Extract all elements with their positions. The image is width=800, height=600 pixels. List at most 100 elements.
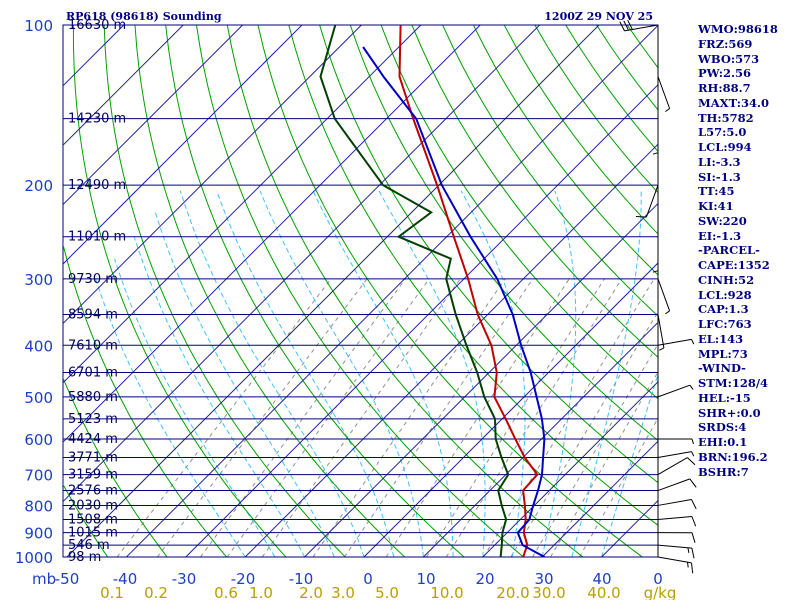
mixing-ratio-line [226, 278, 430, 557]
height-label: 6701 m [68, 366, 118, 381]
wind-barb-half-flag [689, 384, 694, 390]
wind-barb-flag [635, 216, 647, 218]
index-item: BRN:196.2 [698, 449, 768, 464]
index-item: SW:220 [698, 213, 747, 228]
moist-adiabat-line [216, 190, 395, 557]
mixing-ratio-label: 3.0 [331, 584, 355, 600]
dry-adiabat-line [63, 376, 168, 557]
moist-adiabat-line [601, 372, 658, 557]
index-item: SI:-1.3 [698, 169, 741, 184]
moist-adiabat-line [460, 190, 526, 557]
pressure-label: 700 [24, 467, 53, 485]
wind-barb-half-flag [691, 451, 695, 457]
station-title: RP618 (98618) Sounding [66, 10, 222, 23]
moist-adiabat-line [312, 190, 454, 557]
plot-frame [62, 24, 659, 558]
wind-barb-flag [623, 20, 629, 31]
isotherm-line [423, 321, 658, 557]
dry-adiabat-line [442, 25, 658, 317]
index-item: STM:128/4 [698, 376, 769, 390]
wind-barb-shaft [657, 451, 692, 458]
wind-barb-half-flag [691, 438, 694, 445]
pressure-label: 500 [24, 389, 53, 407]
mixing-ratio-line [312, 278, 506, 557]
isotherm-line [541, 440, 658, 557]
wind-barb-flag [691, 516, 697, 527]
height-label: 1015 m [68, 526, 118, 541]
index-item: HEL:-15 [698, 390, 751, 405]
wind-barb-flag [619, 21, 625, 32]
temperature-tick-label: 30 [534, 570, 553, 588]
wind-barb-shaft [657, 499, 692, 506]
pressure-label: 100 [24, 17, 53, 35]
wind-barb [657, 278, 671, 315]
dry-adiabat-line [288, 25, 658, 526]
mixing-ratio-line [445, 278, 623, 557]
mixing-ratio-label: 40.0 [587, 584, 620, 600]
mixing-ratio-line [261, 278, 461, 557]
dry-adiabat-line [134, 25, 406, 557]
mixing-ratio-label: 2.0 [299, 584, 323, 600]
isotherm-line [482, 381, 658, 557]
height-label: 3159 m [68, 468, 118, 483]
mixing-ratio-line [510, 310, 658, 557]
mixing-ratio-label: 30.0 [532, 584, 565, 600]
height-label: 546 m [68, 538, 110, 553]
moist-adiabats [93, 190, 658, 557]
height-label: 2576 m [68, 484, 118, 499]
wind-barb-shaft [624, 24, 659, 32]
index-item: RH:88.7 [698, 81, 751, 95]
pressure-label: 400 [24, 337, 53, 355]
dry-adiabat-line [63, 483, 109, 557]
wind-barb-half-flag [687, 547, 690, 553]
temperature-tick-label: 0 [653, 570, 663, 588]
height-label: 3771 m [68, 450, 118, 465]
wind-barb [652, 118, 659, 155]
moist-adiabat-line [93, 274, 246, 557]
pressure-label: 900 [24, 525, 53, 543]
index-item: KI:41 [698, 199, 734, 213]
dry-adiabat-line [226, 25, 584, 557]
wind-barb-shaft [657, 544, 692, 549]
temperature-tick-label: 10 [416, 570, 435, 588]
isotherm-line [244, 143, 658, 557]
wind-barb-shaft [657, 556, 692, 564]
wind-barb [657, 384, 694, 398]
isotherm-line [363, 262, 658, 557]
dry-adiabat-line [380, 25, 658, 400]
mixing-ratio-label: 0.2 [144, 584, 168, 600]
height-label: 5880 m [68, 390, 118, 405]
wind-barb-flag [687, 457, 696, 466]
wind-barb [619, 19, 659, 32]
index-item: EHI:0.1 [698, 435, 748, 449]
height-label: 12490 m [68, 178, 126, 193]
wind-barb-flag [627, 19, 633, 30]
mixing-ratio-label: 0.6 [214, 584, 238, 600]
wind-barb-half-flag [691, 339, 695, 345]
index-item: -PARCEL- [698, 243, 760, 258]
moist-adiabat-line [114, 258, 276, 557]
wind-barb-shaft [657, 457, 688, 476]
wind-barb-shaft [657, 478, 691, 492]
temperature-tick-label: -20 [231, 570, 256, 588]
mixing-ratio-line [483, 278, 655, 557]
pressure-label: 200 [24, 177, 53, 195]
index-item: SHR+:0.0 [698, 405, 761, 420]
wind-barb [657, 478, 697, 492]
isotherm-line [63, 25, 481, 443]
height-label: 1508 m [68, 512, 118, 527]
isotherm-line [126, 25, 658, 557]
temperature-tick-label: -10 [289, 570, 314, 588]
wind-barb [657, 499, 697, 510]
plot-area [62, 24, 659, 558]
isotherm-line [304, 202, 658, 557]
dry-adiabat-line [349, 25, 658, 442]
moist-adiabat-line [133, 236, 306, 557]
mixing-ratio-line [116, 278, 332, 557]
stability-indices: WMO:98618 FRZ:569 WBO:573 PW:2.56 RH:88.7 MAX… [698, 22, 778, 479]
pressure-label: 300 [24, 271, 53, 289]
dry-adiabat-line [472, 25, 658, 276]
dry-adiabat-line [165, 25, 465, 557]
wind-barb [657, 438, 694, 445]
